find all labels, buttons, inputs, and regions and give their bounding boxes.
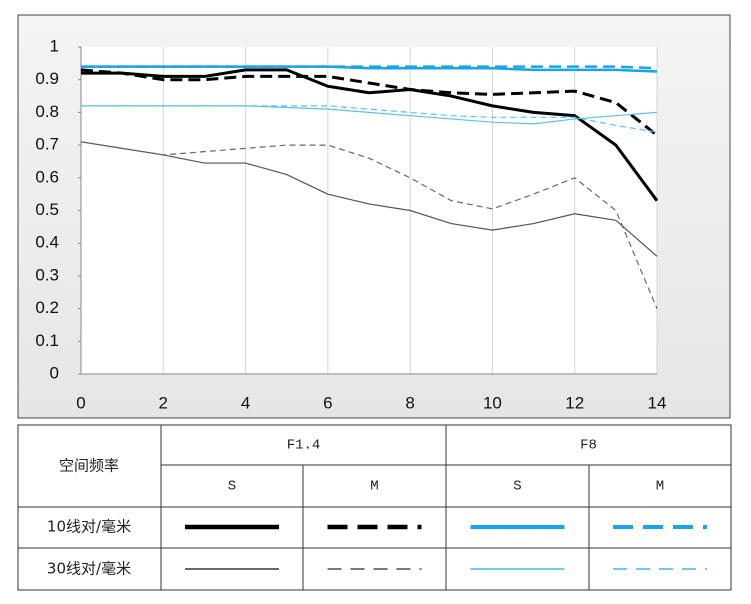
aperture-header: F8 bbox=[580, 438, 597, 454]
y-tick-label: 0.4 bbox=[35, 233, 59, 252]
type-header: S bbox=[228, 479, 236, 495]
chart: 0 2 4 6 8 10 12 14 0 0.1 0.2 0.3 0.4 0.5 0.6 0.7 0.8 0.9 1 bbox=[35, 36, 666, 412]
series-line bbox=[81, 65, 658, 70]
y-tick-label: 0.3 bbox=[35, 265, 59, 284]
x-tick-label: 2 bbox=[159, 393, 168, 412]
type-header: S bbox=[513, 479, 521, 495]
plot-area bbox=[81, 47, 657, 374]
y-tick-label: 0.9 bbox=[35, 69, 59, 88]
y-tick-label: 0.7 bbox=[35, 135, 59, 154]
x-tick-label: 6 bbox=[323, 393, 332, 412]
series-line bbox=[80, 141, 658, 309]
row-header: 10线对/毫米 bbox=[47, 518, 131, 536]
x-tick-label: 14 bbox=[648, 393, 667, 412]
x-tick-label: 4 bbox=[241, 393, 250, 412]
x-tick-label: 10 bbox=[483, 393, 502, 412]
y-tick-label: 0.6 bbox=[35, 167, 59, 186]
series-line bbox=[81, 68, 659, 202]
y-tick-label: 0 bbox=[50, 363, 59, 382]
legend-table-body: 空间频率 F1.4 F8 S M S M 10线对/毫米 30线对/毫米 bbox=[18, 425, 731, 590]
y-tick-label: 0.5 bbox=[35, 200, 59, 219]
aperture-header: F1.4 bbox=[287, 438, 321, 454]
y-tick-label: 1 bbox=[50, 36, 59, 55]
series-line bbox=[80, 68, 658, 137]
series-line bbox=[81, 105, 658, 125]
series-line bbox=[80, 141, 658, 257]
series-line bbox=[81, 105, 658, 133]
type-header: M bbox=[656, 479, 664, 495]
type-header: M bbox=[370, 479, 378, 495]
x-tick-label: 8 bbox=[405, 393, 414, 412]
row-header: 30线对/毫米 bbox=[47, 560, 131, 578]
x-tick-label: 12 bbox=[565, 393, 584, 412]
y-tick-label: 0.1 bbox=[35, 331, 59, 350]
y-tick-label: 0.8 bbox=[35, 102, 59, 121]
y-tick-label: 0.2 bbox=[35, 298, 59, 317]
table-corner: 空间频率 bbox=[59, 457, 119, 475]
x-tick-label: 0 bbox=[76, 393, 85, 412]
